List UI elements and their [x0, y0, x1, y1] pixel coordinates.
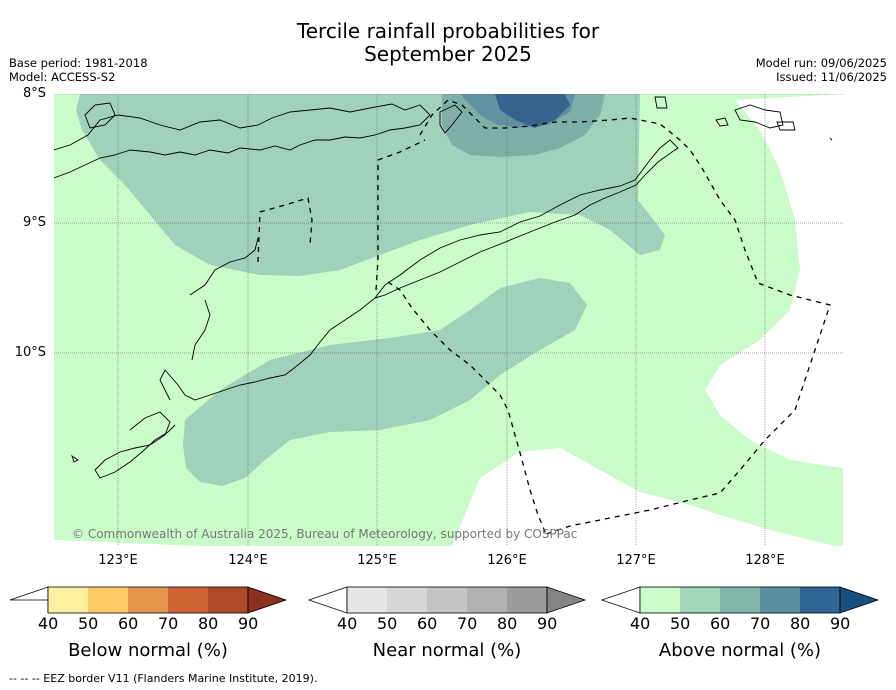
colorbar-below-extend-low: [9, 586, 49, 613]
colorbar-near-normal: [307, 586, 587, 614]
lon-label-126e: 126°E: [487, 553, 527, 568]
coastline-flores: [54, 103, 431, 179]
base-period-text: Base period: 1981-2018: [9, 56, 148, 70]
cbar-above-tick: 70: [750, 614, 771, 633]
eez-border-north: [419, 99, 831, 535]
coastline-island-babar: [776, 121, 796, 131]
colorbar-above-segment: [760, 587, 800, 613]
model-run-text: Model run: 09/06/2025: [755, 56, 887, 70]
lon-label-123e: 123°E: [98, 553, 138, 568]
meta-right: Model run: 09/06/2025 Issued: 11/06/2025: [756, 56, 887, 84]
lat-label-9s: 9°S: [22, 215, 46, 230]
colorbar-above-extend-high: [839, 586, 880, 614]
cbar-below-tick: 60: [118, 614, 139, 633]
no-signal-region-south: [452, 448, 835, 546]
lon-label-125e: 125°E: [357, 553, 397, 568]
cbar-near-tick: 80: [497, 614, 518, 633]
cbar-near-tick: 60: [417, 614, 438, 633]
prob-region-above-80-90: [495, 94, 570, 128]
colorbar-near-segment: [467, 587, 507, 613]
coastline-west-timor: [189, 237, 259, 296]
issued-text: Issued: 11/06/2025: [776, 70, 887, 84]
cbar-above-tick: 50: [670, 614, 691, 633]
copyright-text: © Commonwealth of Australia 2025, Bureau…: [72, 527, 577, 541]
cbar-near-tick: 90: [537, 614, 558, 633]
coastline-islands-ne: [734, 104, 784, 129]
colorbar-above-extend-low: [600, 586, 641, 614]
cbar-near-tick: 70: [457, 614, 478, 633]
graticule: [54, 94, 843, 546]
coastline-island-small-ne: [715, 117, 729, 127]
colorbar-near-segment: [347, 587, 387, 613]
model-text: Model: ACCESS-S2: [9, 70, 116, 84]
no-signal-region-southwest: [54, 540, 200, 546]
cbar-above-tick: 60: [710, 614, 731, 633]
cbar-below-tick: 50: [78, 614, 99, 633]
title-line-1: Tercile rainfall probabilities for: [296, 19, 600, 43]
colorbar-below-segment: [128, 587, 168, 613]
lat-label-8s: 8°S: [22, 86, 46, 101]
colorbar-above-segment: [680, 587, 720, 613]
colorbar-near-segment: [427, 587, 467, 613]
eez-border-central: [375, 139, 426, 291]
colorbar-below-segment: [208, 587, 248, 613]
eez-border-timor-west: [257, 197, 313, 263]
colorbar-ticks: 40 50 60 70 80 90 40 50 60 70 80 90 40 5…: [0, 614, 896, 634]
lon-label-128e: 128°E: [745, 553, 785, 568]
colorbar-below-title: Below normal (%): [68, 640, 228, 661]
coastline-timor-south: [159, 297, 376, 401]
coastline-island-solor: [439, 104, 463, 134]
coastline-rote: [94, 411, 176, 479]
cbar-above-tick: 40: [630, 614, 651, 633]
cbar-near-tick: 40: [337, 614, 358, 633]
cbar-below-tick: 80: [198, 614, 219, 633]
prob-region-above-50-60-south: [183, 278, 587, 486]
coastline-island-dot: [829, 137, 833, 141]
coastline-sumba-north: [191, 299, 211, 361]
cbar-below-tick: 40: [38, 614, 59, 633]
coastlines: [54, 96, 833, 479]
coastline-timor: [373, 139, 679, 299]
colorbar-above-segment: [640, 587, 680, 613]
colorbar-below-segment: [48, 587, 88, 613]
colorbar-near-segment: [387, 587, 427, 613]
colorbar-below-segment: [168, 587, 208, 613]
colorbar-below-segment: [88, 587, 128, 613]
cbar-near-tick: 50: [377, 614, 398, 633]
meta-left: Base period: 1981-2018 Model: ACCESS-S2: [9, 56, 148, 84]
cbar-above-tick: 90: [830, 614, 851, 633]
eez-borders: [257, 99, 831, 535]
coastline-wetar: [654, 96, 668, 109]
colorbar-near-segment: [507, 587, 547, 613]
lon-label-127e: 127°E: [616, 553, 656, 568]
colorbar-above-title: Above normal (%): [658, 640, 822, 661]
cbar-above-tick: 80: [790, 614, 811, 633]
colorbar-above-normal: [600, 586, 880, 614]
map-title: Tercile rainfall probabilities for Septe…: [0, 20, 896, 66]
lon-label-124e: 124°E: [228, 553, 268, 568]
eez-footnote: -- -- -- EEZ border V11 (Flanders Marine…: [9, 672, 318, 685]
colorbar-above-segment: [800, 587, 840, 613]
cbar-below-tick: 90: [238, 614, 259, 633]
coastline-savu: [71, 454, 79, 463]
colorbar-near-extend-high: [546, 586, 587, 614]
coastline-island-small: [84, 102, 116, 129]
eez-border-south: [387, 281, 547, 535]
cbar-below-tick: 70: [158, 614, 179, 633]
no-signal-region-east: [705, 94, 843, 468]
colorbar-near-title: Near normal (%): [372, 640, 522, 661]
colorbar-below-normal: [9, 586, 288, 614]
title-line-2: September 2025: [364, 42, 532, 66]
colorbar-near-extend-low: [307, 586, 348, 614]
colorbar-below-extend-high: [247, 586, 288, 614]
colorbar-above-segment: [720, 587, 760, 613]
lat-label-10s: 10°S: [14, 345, 46, 360]
